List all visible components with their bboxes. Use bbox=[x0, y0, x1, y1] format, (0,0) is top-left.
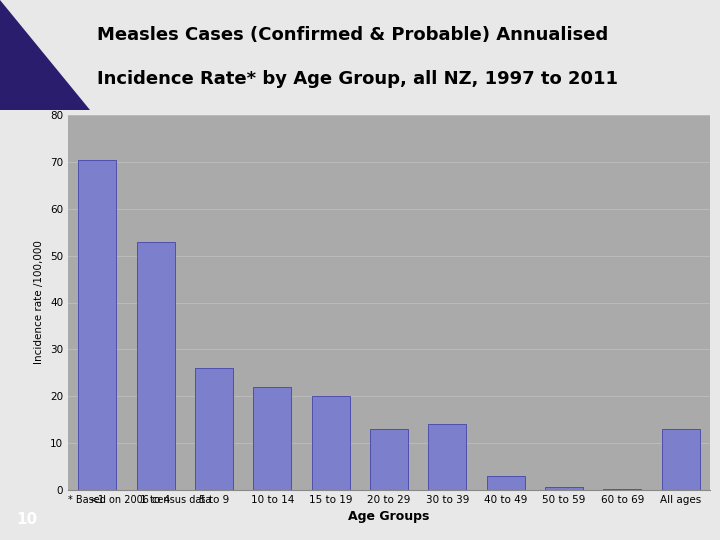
Bar bbox=[487, 476, 525, 490]
Bar bbox=[195, 368, 233, 490]
Bar bbox=[253, 387, 292, 490]
X-axis label: Age Groups: Age Groups bbox=[348, 510, 430, 523]
Bar bbox=[78, 159, 116, 490]
Text: Incidence Rate* by Age Group, all NZ, 1997 to 2011: Incidence Rate* by Age Group, all NZ, 19… bbox=[97, 70, 618, 88]
Bar bbox=[312, 396, 350, 490]
Bar bbox=[603, 489, 642, 490]
Polygon shape bbox=[0, 0, 90, 110]
Bar bbox=[545, 487, 583, 490]
Bar bbox=[662, 429, 700, 490]
Text: 10: 10 bbox=[17, 511, 37, 526]
Text: * Based on 2006 census data: * Based on 2006 census data bbox=[68, 495, 211, 505]
Bar bbox=[370, 429, 408, 490]
Y-axis label: Incidence rate /100,000: Incidence rate /100,000 bbox=[35, 240, 45, 364]
Bar bbox=[137, 241, 174, 490]
Text: Measles Cases (Confirmed & Probable) Annualised: Measles Cases (Confirmed & Probable) Ann… bbox=[97, 26, 608, 44]
Bar bbox=[428, 424, 467, 490]
